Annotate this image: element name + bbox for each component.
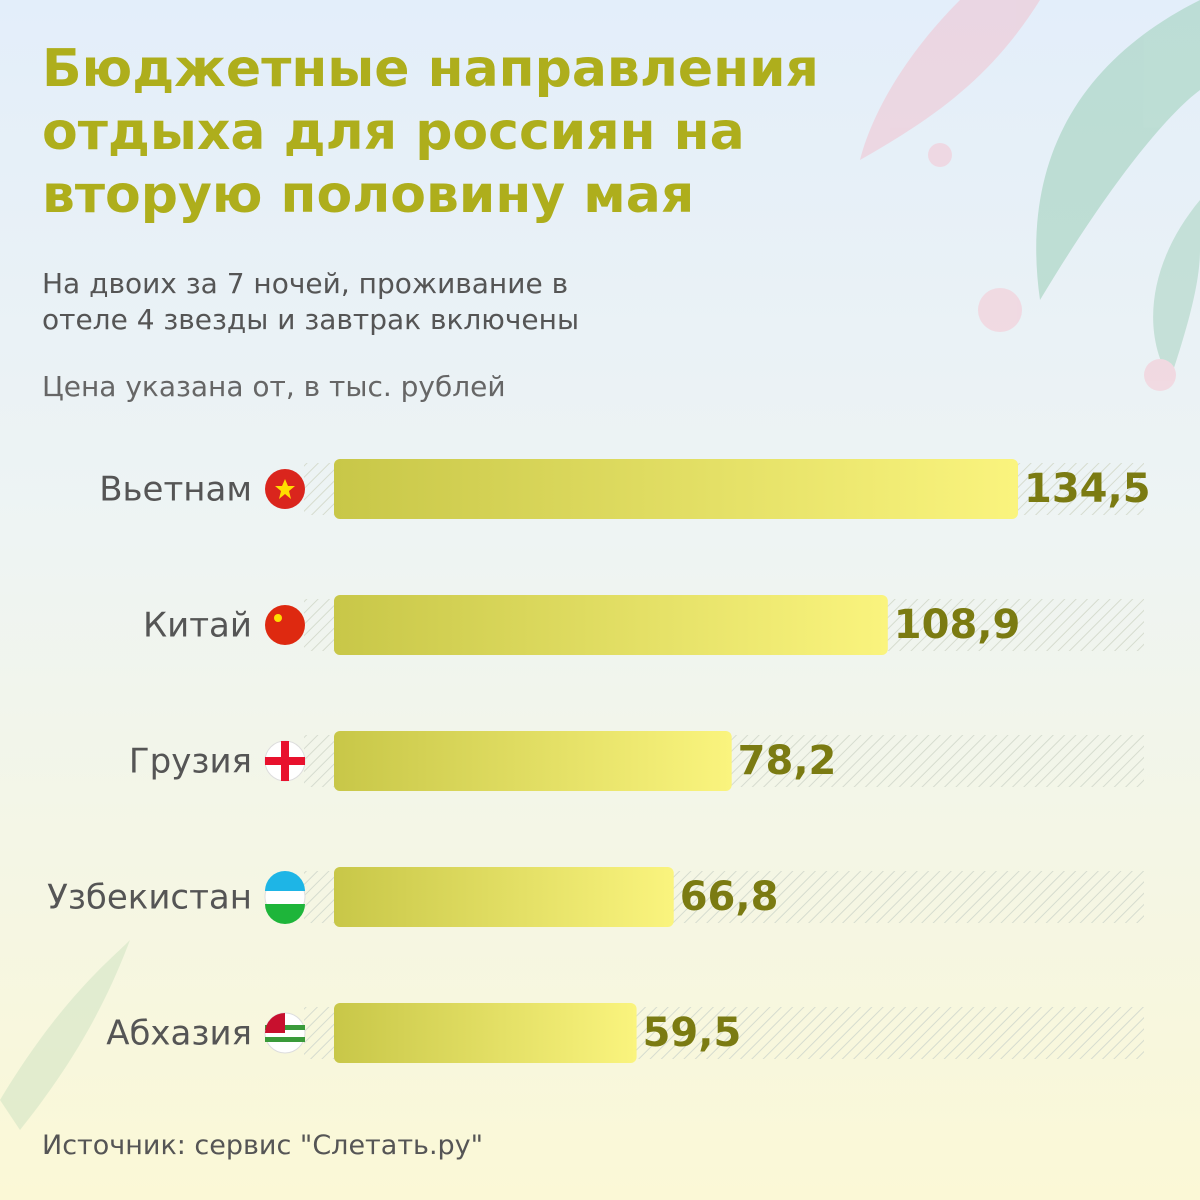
flag-canton bbox=[265, 1013, 285, 1033]
bar bbox=[334, 1003, 637, 1063]
bar bbox=[334, 459, 1018, 519]
value-label: 108,9 bbox=[894, 602, 1021, 648]
chart-title: Бюджетные направления отдыха для россиян… bbox=[42, 39, 819, 225]
flag-icon bbox=[264, 1012, 306, 1054]
flag bbox=[265, 605, 305, 645]
flag-star bbox=[274, 614, 282, 622]
bar bbox=[334, 731, 732, 791]
flag-band bbox=[265, 871, 305, 891]
category-label: Грузия bbox=[129, 742, 252, 782]
category-label: Узбекистан bbox=[47, 878, 252, 918]
value-label: 59,5 bbox=[643, 1010, 742, 1056]
category-label: Вьетнам bbox=[99, 470, 252, 510]
flag-icon bbox=[264, 740, 306, 782]
flag-icon bbox=[264, 871, 306, 924]
value-label: 78,2 bbox=[738, 738, 837, 784]
source: Источник: сервис "Слетать.ру" bbox=[42, 1130, 484, 1161]
value-label: 66,8 bbox=[680, 874, 779, 920]
subtitle: На двоих за 7 ночей, проживание в отеле … bbox=[42, 267, 580, 336]
bar bbox=[334, 595, 888, 655]
category-label: Китай bbox=[143, 606, 252, 646]
decoration bbox=[0, 0, 1200, 1130]
flag-icon bbox=[265, 469, 305, 509]
flag-icon bbox=[265, 605, 305, 645]
bar bbox=[334, 867, 674, 927]
category-label: Абхазия bbox=[106, 1014, 252, 1054]
flag-band bbox=[265, 1037, 305, 1042]
note: Цена указана от, в тыс. рублей bbox=[42, 370, 506, 403]
flag-star bbox=[275, 479, 295, 499]
flag-cross bbox=[265, 757, 305, 765]
flag-band bbox=[265, 904, 305, 924]
value-label: 134,5 bbox=[1024, 466, 1151, 512]
